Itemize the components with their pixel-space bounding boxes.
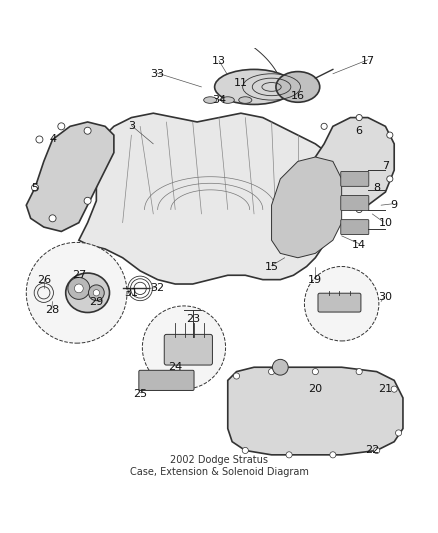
Text: 32: 32: [151, 284, 165, 293]
Text: 21: 21: [378, 384, 392, 394]
Text: 11: 11: [234, 77, 248, 87]
Ellipse shape: [66, 273, 110, 312]
Text: 16: 16: [291, 91, 305, 101]
Ellipse shape: [215, 69, 293, 104]
Circle shape: [391, 386, 397, 392]
FancyBboxPatch shape: [139, 370, 194, 391]
Text: 19: 19: [308, 274, 322, 285]
Circle shape: [233, 373, 240, 379]
Text: 27: 27: [72, 270, 86, 280]
Text: 13: 13: [212, 55, 226, 66]
Text: 15: 15: [265, 262, 279, 271]
Circle shape: [396, 430, 402, 436]
Text: 17: 17: [361, 55, 375, 66]
Circle shape: [68, 278, 90, 300]
Circle shape: [93, 289, 99, 296]
Circle shape: [387, 132, 393, 138]
Circle shape: [32, 184, 39, 191]
Circle shape: [374, 447, 380, 454]
Circle shape: [242, 447, 248, 454]
Polygon shape: [272, 157, 342, 258]
Circle shape: [387, 176, 393, 182]
Text: 23: 23: [186, 314, 200, 324]
Text: 31: 31: [124, 288, 138, 298]
Text: 22: 22: [365, 446, 379, 456]
Ellipse shape: [204, 97, 217, 103]
Ellipse shape: [239, 97, 252, 103]
Circle shape: [84, 127, 91, 134]
Circle shape: [356, 115, 362, 120]
Circle shape: [304, 266, 379, 341]
Text: 5: 5: [32, 183, 39, 192]
Ellipse shape: [221, 97, 234, 103]
Polygon shape: [315, 118, 394, 209]
Polygon shape: [228, 367, 403, 455]
Ellipse shape: [276, 71, 320, 102]
Circle shape: [272, 359, 288, 375]
Text: 14: 14: [352, 240, 366, 249]
Circle shape: [142, 306, 226, 389]
FancyBboxPatch shape: [341, 196, 369, 211]
Text: 6: 6: [356, 126, 363, 136]
Circle shape: [84, 197, 91, 204]
Circle shape: [88, 285, 104, 301]
FancyBboxPatch shape: [341, 172, 369, 187]
Circle shape: [356, 368, 362, 375]
Text: 24: 24: [168, 362, 182, 372]
Circle shape: [356, 206, 362, 213]
Circle shape: [321, 198, 327, 204]
Text: 29: 29: [89, 296, 103, 306]
FancyBboxPatch shape: [341, 220, 369, 235]
Circle shape: [49, 215, 56, 222]
Text: 2002 Dodge Stratus
Case, Extension & Solenoid Diagram: 2002 Dodge Stratus Case, Extension & Sol…: [130, 455, 308, 477]
Text: 3: 3: [128, 122, 135, 131]
FancyBboxPatch shape: [318, 293, 361, 312]
Circle shape: [268, 368, 275, 375]
Circle shape: [330, 452, 336, 458]
Circle shape: [74, 284, 83, 293]
Text: 4: 4: [49, 134, 56, 144]
Text: 26: 26: [37, 274, 51, 285]
Text: 25: 25: [133, 389, 147, 399]
Text: 28: 28: [46, 305, 60, 316]
Circle shape: [26, 243, 127, 343]
Circle shape: [58, 123, 65, 130]
Text: 10: 10: [378, 217, 392, 228]
Text: 33: 33: [151, 69, 165, 79]
Text: 8: 8: [373, 183, 380, 192]
Text: 34: 34: [212, 95, 226, 105]
Text: 20: 20: [308, 384, 322, 394]
Text: 9: 9: [391, 200, 398, 210]
FancyBboxPatch shape: [164, 334, 212, 365]
Circle shape: [312, 368, 318, 375]
Circle shape: [286, 452, 292, 458]
Polygon shape: [79, 113, 342, 284]
Circle shape: [321, 123, 327, 130]
Circle shape: [36, 136, 43, 143]
Polygon shape: [26, 122, 114, 231]
Text: 30: 30: [378, 292, 392, 302]
Text: 7: 7: [382, 161, 389, 171]
